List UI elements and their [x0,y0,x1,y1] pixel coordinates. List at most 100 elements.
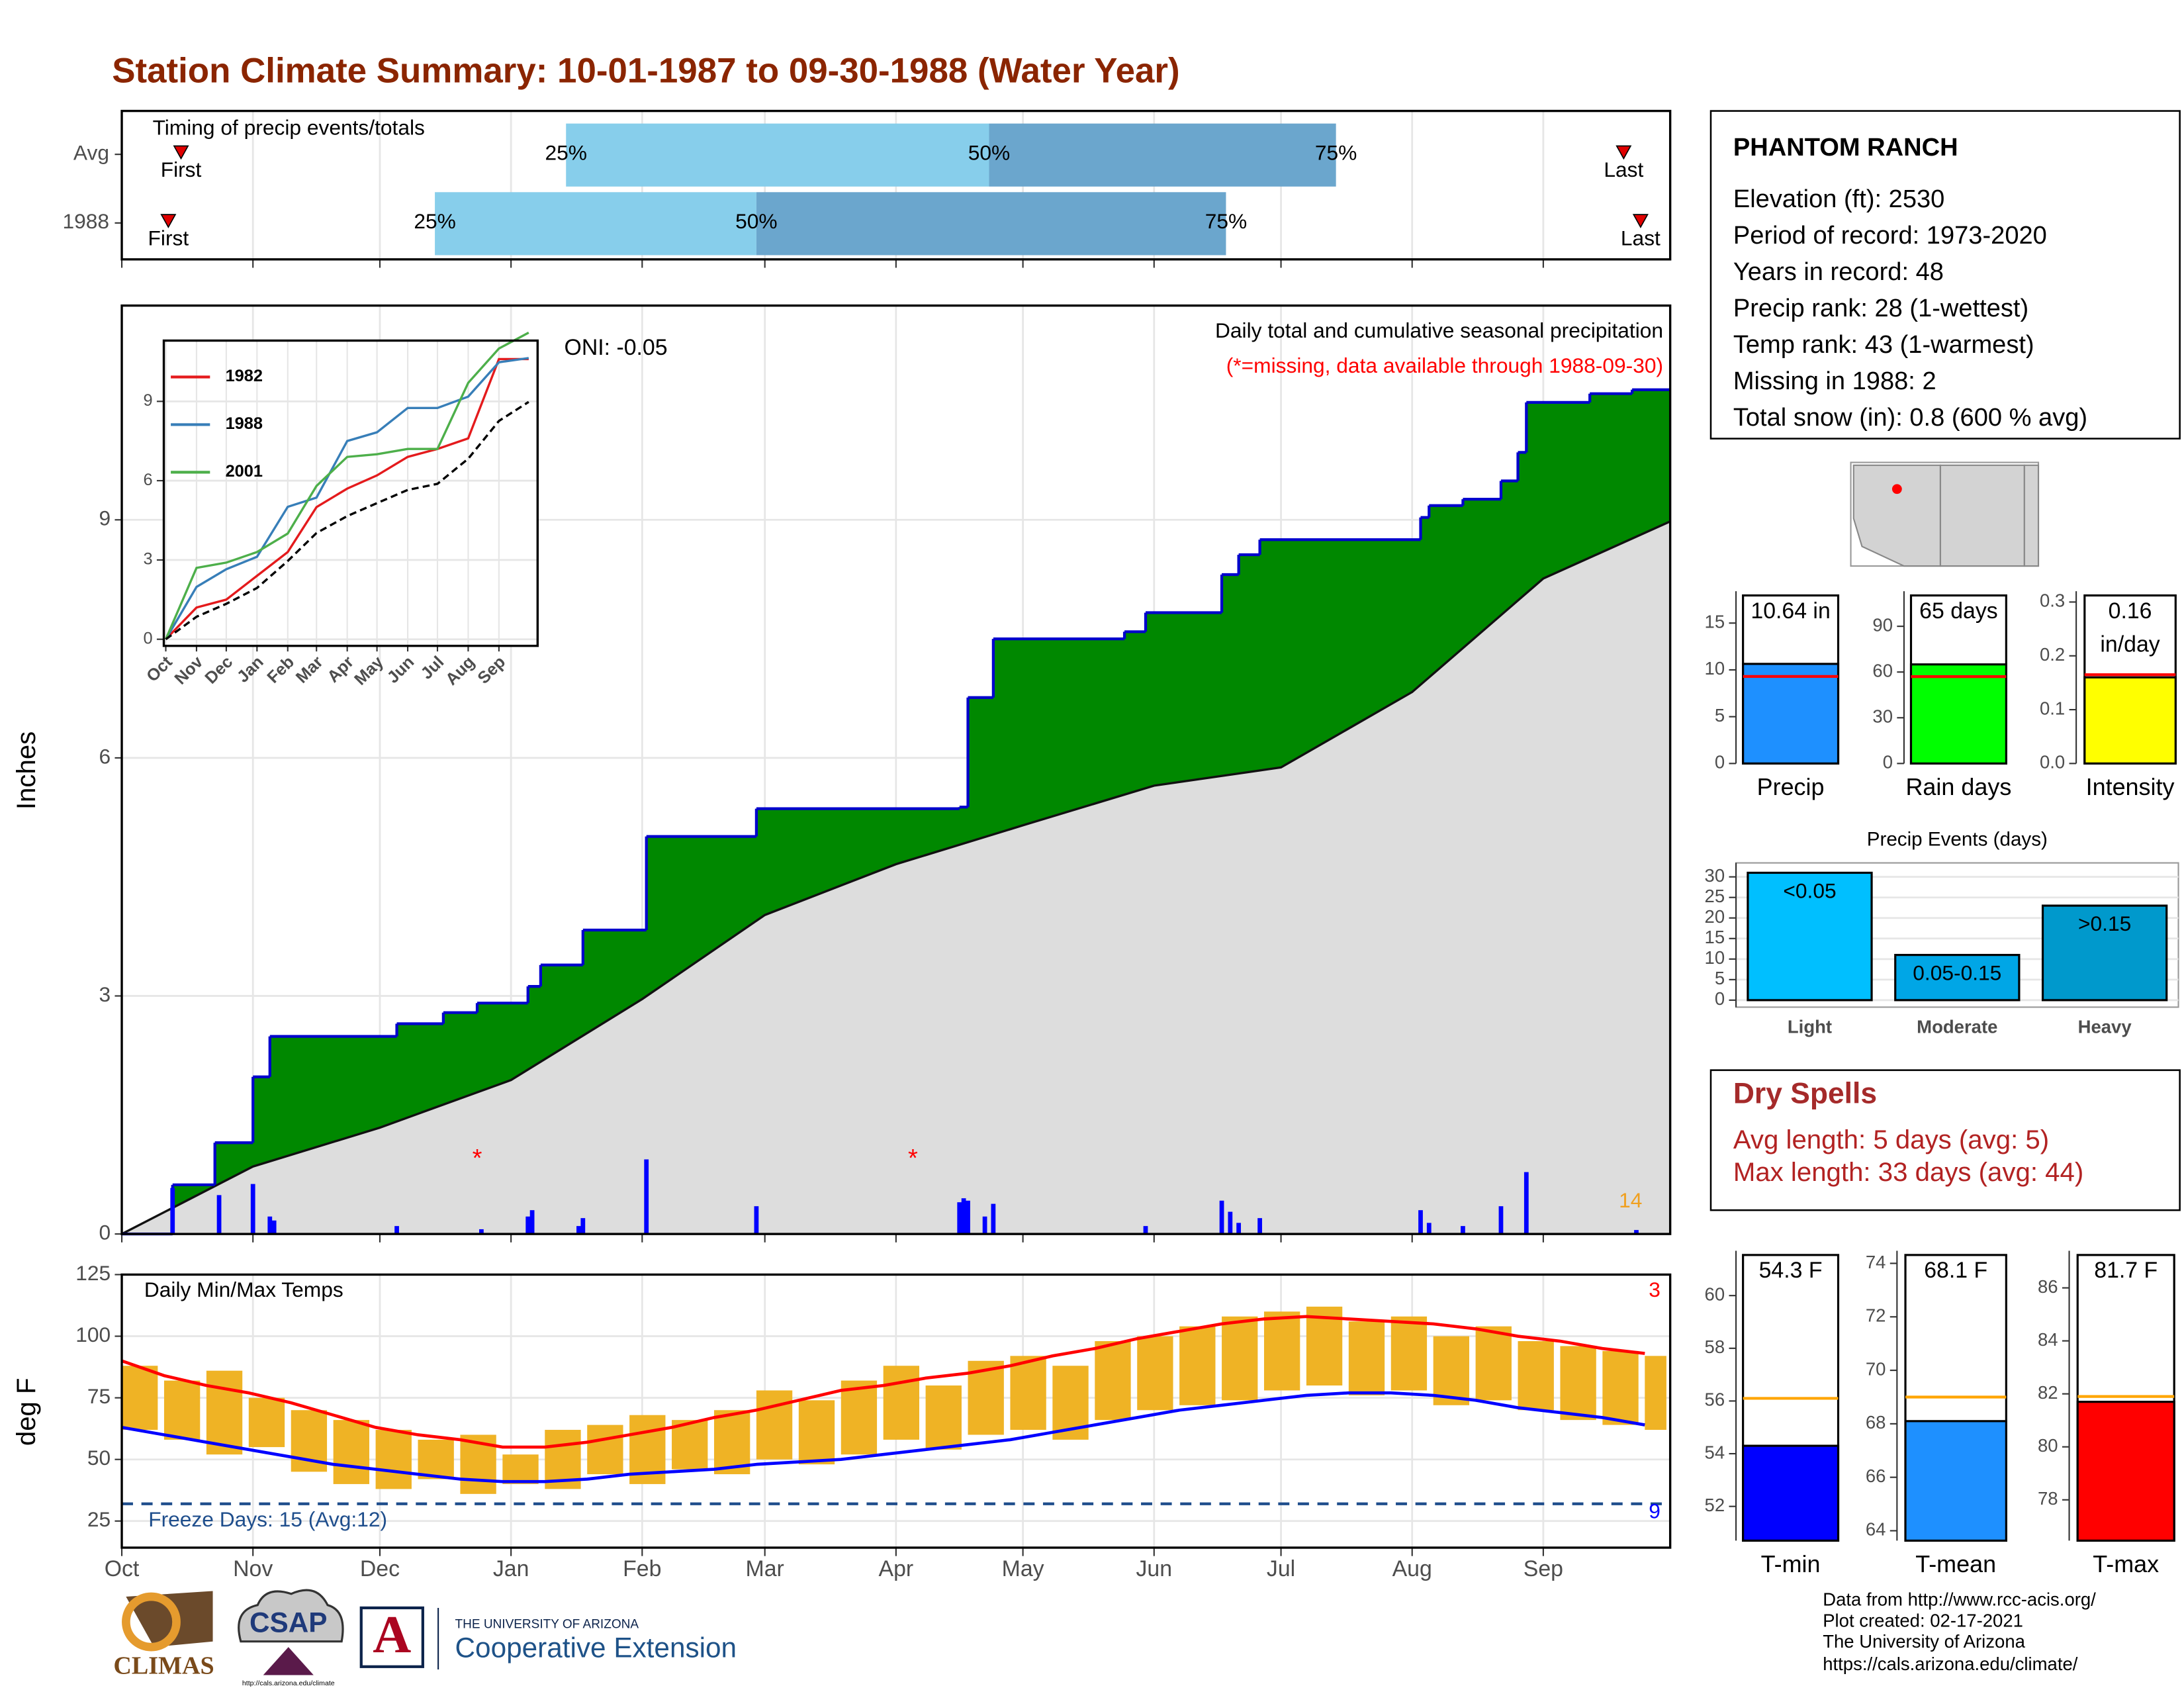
station-box [1709,110,2181,440]
y-tick-label: 9 [143,391,152,410]
map-state [1939,464,2025,567]
temperature-bar [1137,1336,1173,1411]
temperature-bar [1518,1340,1554,1411]
temperature-bar [206,1370,243,1455]
y-tick-label: 6 [143,471,152,489]
logo-shape [238,1589,344,1643]
daily-bar [170,1188,175,1235]
y-tick-label: 15 [1705,927,1725,947]
station-line: Temp rank: 43 (1-warmest) [1733,331,2034,359]
daily-bar [250,1184,255,1235]
daily-bar [957,1202,962,1235]
temperature-bar [248,1397,285,1448]
y-tick-label: 90 [1872,614,1893,635]
value-label: in/day [2100,632,2160,657]
daily-bar [1634,1230,1639,1235]
value-label: 0.16 [2109,598,2152,624]
value-label: 68.1 F [1924,1258,1987,1283]
y-tick-label: 3 [143,550,152,569]
temperature-bar [1263,1311,1300,1391]
missing-marker: * [908,1145,918,1172]
x-tick-label: Sep [1524,1556,1563,1581]
daily-bar [982,1216,987,1235]
quantile-label: 75% [1205,209,1247,233]
footer-line: Data from http://www.rcc-acis.org/ [1823,1589,2096,1610]
station-line: Missing in 1988: 2 [1733,367,1936,395]
panel-title: Timing of precip events/totals [153,115,425,139]
timing-bar [435,192,756,256]
legend-label: 1988 [226,414,263,433]
locator-map [1850,461,2040,567]
y-tick-label: 25 [87,1507,111,1531]
temperature-bar [1433,1336,1470,1405]
dry-spells-line: Avg length: 5 days (avg: 5) [1733,1125,2049,1154]
daily-bar [394,1226,399,1235]
bar [1904,1420,2007,1542]
daily-bar [966,1200,970,1235]
missing-marker: * [473,1145,482,1172]
temperature-bar [713,1410,751,1475]
daily-bar [1426,1223,1432,1235]
temperature-bar [925,1385,962,1450]
daily-bar [216,1195,222,1235]
bar [1909,663,2007,765]
event-marker [160,214,177,228]
daily-bar [267,1216,273,1235]
daily-bar [479,1229,484,1235]
event-label: First [161,158,202,181]
temperature-bar [1645,1356,1666,1430]
x-tick-label: Aug [1392,1556,1432,1581]
x-label: Precip [1757,773,1825,800]
daily-bar [754,1206,759,1235]
y-tick-label: 5 [1715,968,1725,988]
y-tick-label: 30 [1705,865,1725,886]
quantile-label: 25% [414,209,455,233]
logo-text: CSAP [250,1607,328,1638]
daily-bar [271,1220,277,1235]
panel-title: Daily total and cumulative seasonal prec… [1215,318,1663,342]
event-label: First [148,226,189,250]
daily-bar [1461,1226,1465,1235]
x-tick-label: Feb [623,1556,661,1581]
y-tick-label: 64 [1866,1519,1886,1540]
x-tick-label: Nov [233,1556,273,1581]
logo-text: THE UNIVERSITY OF ARIZONA [455,1617,639,1631]
y-axis-label: deg F [11,1378,41,1446]
x-label: Intensity [2086,773,2175,800]
logo-text: Cooperative Extension [455,1632,737,1664]
footer-line: Plot created: 02-17-2021 [1823,1610,2023,1630]
daily-bar [580,1218,586,1235]
y-tick-label: 72 [1866,1305,1886,1326]
timing-bar [756,192,1226,256]
y-tick-label: 25 [1705,886,1725,906]
temperature-bar [1095,1340,1131,1421]
station-line: Years in record: 48 [1733,258,1944,286]
station-name: PHANTOM RANCH [1733,134,1958,162]
y-tick-label: 0.3 [2040,590,2065,611]
bar [1742,1444,1840,1542]
y-tick-label: 56 [1705,1389,1725,1410]
daily-bar [991,1203,996,1235]
y-tick-label: 66 [1866,1466,1886,1486]
x-label: T-max [2093,1550,2159,1577]
temperature-bar [756,1390,793,1460]
panel-frame [120,1273,1672,1549]
value-label: 10.64 in [1751,598,1830,624]
y-tick-label: 20 [1705,906,1725,927]
average-area [122,521,1670,1235]
low-count: 9 [1649,1499,1661,1523]
panel-subtitle: (*=missing, data available through 1988-… [1226,353,1663,377]
y-tick-label: 60 [1872,660,1893,680]
y-tick-label: 52 [1705,1495,1725,1515]
dry-spells-line: Max length: 33 days (avg: 44) [1733,1157,2083,1187]
y-tick-label: 100 [75,1323,111,1346]
panel-frame [120,304,1672,1235]
y-tick-label: 58 [1705,1336,1725,1357]
temperature-bar [333,1420,369,1484]
bar [2083,676,2177,765]
dry-spells-title: Dry Spells [1733,1077,1877,1109]
y-tick-label: 0.0 [2040,752,2065,773]
inset-line [165,357,529,640]
average-line [121,520,1671,1235]
